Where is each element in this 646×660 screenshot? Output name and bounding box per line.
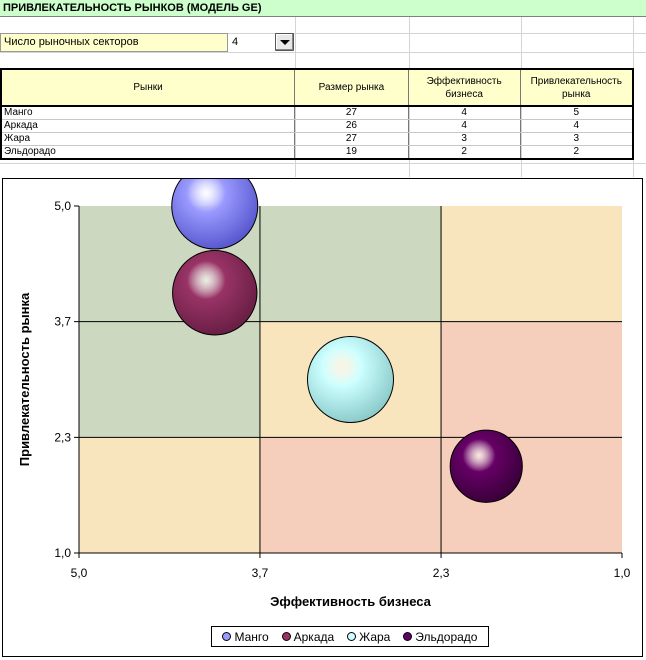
- matrix-zone: [259, 437, 442, 553]
- business-efficiency[interactable]: 2: [407, 145, 521, 159]
- table-row: Аркада 26 4 4: [0, 119, 634, 133]
- y-tick-label: 5,0: [54, 199, 71, 213]
- market-name[interactable]: Аркада: [0, 119, 296, 133]
- market-size[interactable]: 26: [294, 119, 409, 133]
- market-attractiveness[interactable]: 5: [519, 106, 634, 120]
- header-business-efficiency: Эффективность бизнеса: [407, 68, 521, 107]
- business-efficiency[interactable]: 4: [407, 119, 521, 133]
- header-market-size: Размер рынка: [294, 68, 409, 107]
- legend-swatch: [222, 632, 232, 641]
- business-efficiency[interactable]: 3: [407, 132, 521, 146]
- market-attractiveness[interactable]: 3: [519, 132, 634, 146]
- bubble-2: [172, 250, 258, 336]
- sheet-gridline: [0, 52, 646, 53]
- y-axis-label: Привлекательность рынка: [17, 292, 32, 466]
- sectors-count-value[interactable]: 4: [232, 36, 239, 48]
- x-tick-label: 1,0: [614, 566, 631, 580]
- market-size[interactable]: 27: [294, 106, 409, 120]
- market-name[interactable]: Эльдорадо: [0, 145, 296, 159]
- market-name[interactable]: Манго: [0, 106, 296, 120]
- market-name[interactable]: Жара: [0, 132, 296, 146]
- sheet-title: ПРИВЛЕКАТЕЛЬНОСТЬ РЫНКОВ (МОДЕЛЬ GE): [0, 0, 646, 17]
- market-attractiveness[interactable]: 2: [519, 145, 634, 159]
- table-row: Манго 27 4 5: [0, 106, 634, 120]
- header-market-attractiveness: Привлекательность рынка: [519, 68, 634, 107]
- x-tick-label: 5,0: [71, 566, 88, 580]
- x-tick-label: 2,3: [433, 566, 450, 580]
- chart-plot-svg: 5,0 3,7 2,3 1,0 1,0 2,3 3,7 5,0 Эффективность б…: [17, 179, 631, 609]
- bubble-1: [171, 179, 259, 250]
- legend-swatch: [347, 632, 357, 641]
- matrix-zone: [79, 321, 260, 438]
- market-size[interactable]: 19: [294, 145, 409, 159]
- sheet-gridline: [0, 163, 646, 164]
- legend-item: Жара: [347, 630, 390, 644]
- table-header-row: Рынки Размер рынка Эффективность бизнеса…: [0, 68, 634, 107]
- legend-label: Жара: [359, 629, 391, 644]
- table-row: Жара 27 3 3: [0, 132, 634, 146]
- x-axis-label: Эффективность бизнеса: [270, 594, 432, 609]
- matrix-zone: [441, 206, 622, 322]
- market-attractiveness[interactable]: 4: [519, 119, 634, 133]
- markets-table: Рынки Размер рынка Эффективность бизнеса…: [0, 68, 634, 160]
- legend-label: Эльдорадо: [415, 629, 478, 644]
- business-efficiency[interactable]: 4: [407, 106, 521, 120]
- legend-swatch: [281, 632, 291, 641]
- legend-item: Манго: [222, 629, 269, 644]
- legend-label: Аркада: [293, 629, 335, 644]
- market-size[interactable]: 27: [294, 132, 409, 146]
- legend-swatch: [403, 632, 413, 641]
- bubble-4: [449, 429, 523, 503]
- matrix-zone: [259, 206, 442, 322]
- legend-label: Манго: [234, 629, 269, 644]
- matrix-zone: [79, 437, 260, 553]
- header-markets: Рынки: [0, 68, 296, 107]
- bubble-3: [307, 336, 394, 423]
- y-tick-label: 3,7: [54, 315, 71, 329]
- legend-item: Эльдорадо: [403, 630, 477, 644]
- sectors-dropdown-button[interactable]: [275, 33, 294, 51]
- table-row: Эльдорадо 19 2 2: [0, 145, 634, 159]
- sectors-count-label: Число рыночных секторов: [0, 33, 228, 52]
- y-tick-label: 2,3: [54, 430, 71, 444]
- y-tick-label: 1,0: [54, 546, 71, 560]
- legend-item: Аркада: [281, 629, 335, 644]
- sheet-gridline: [0, 33, 646, 34]
- chart-legend: Манго Аркада Жара Эльдорадо: [211, 626, 489, 647]
- matrix-zone: [441, 321, 622, 438]
- x-tick-label: 3,7: [252, 566, 269, 580]
- chevron-down-icon: [280, 40, 290, 45]
- ge-matrix-chart[interactable]: 5,0 3,7 2,3 1,0 1,0 2,3 3,7 5,0 Эффективность б…: [2, 178, 643, 657]
